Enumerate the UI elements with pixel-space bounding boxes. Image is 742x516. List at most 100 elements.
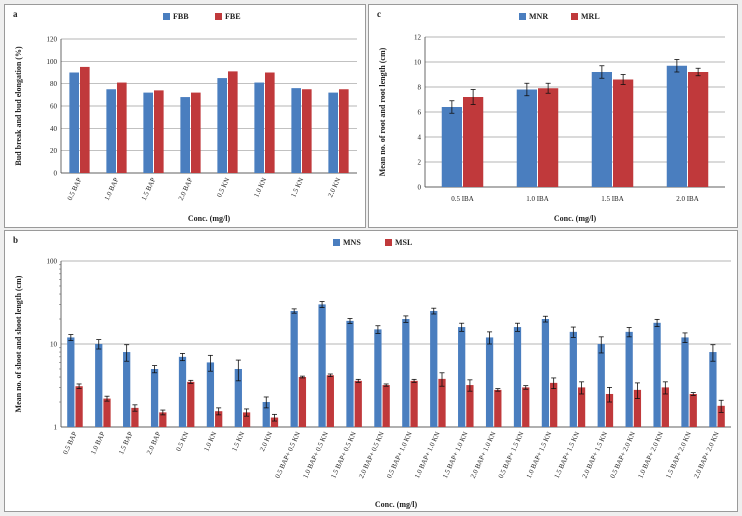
bar-msl <box>159 412 167 427</box>
x-axis-label: Conc. (mg/l) <box>375 500 418 509</box>
bar-msl <box>75 386 83 427</box>
x-tick-label: 1.0 IBA <box>526 195 549 203</box>
bar-mns <box>95 344 103 427</box>
y-tick-label: 10 <box>50 341 58 349</box>
panel-a: a 0 20 40 60 80 100 120 0.5 BAP 1.0 BAP 1.5 BAP 2.0… <box>4 4 366 228</box>
bar-msl <box>270 417 279 427</box>
bar-fbe <box>339 89 349 173</box>
x-tick-label: 1.0 KN <box>252 176 268 198</box>
x-tick-label: 2.0 BAP <box>145 430 162 455</box>
y-tick-label: 10 <box>414 59 422 67</box>
legend-swatch-fbe <box>215 13 222 20</box>
bar-mns <box>681 337 689 427</box>
x-tick-label: 0.5 BAP+ 1.0 KN <box>385 430 414 479</box>
bar-mns <box>234 368 242 427</box>
bar-msl <box>410 380 418 427</box>
chart-a-svg: a 0 20 40 60 80 100 120 0.5 BAP 1.0 BAP 1.5 BAP 2.0… <box>13 9 357 223</box>
bar-msl <box>242 412 251 427</box>
y-tick-label: 80 <box>50 80 58 88</box>
bar-msl <box>382 385 390 427</box>
bar-mns <box>513 327 522 427</box>
bar-mns <box>653 322 661 427</box>
y-tick-label: 100 <box>47 58 58 66</box>
bar-msl <box>187 381 195 427</box>
x-tick-label: 1.5 BAP+ 1.0 KN <box>441 430 470 479</box>
x-tick-label: 1.0 BAP <box>89 430 106 455</box>
y-tick-label: 0 <box>54 170 58 178</box>
y-tick-label: 100 <box>47 258 58 266</box>
bar-mns <box>458 327 466 427</box>
bar-mnr <box>516 89 537 187</box>
bar-mns <box>485 337 494 427</box>
legend-label-mrl: MRL <box>581 12 600 21</box>
y-tick-label: 0 <box>418 184 422 192</box>
panel-label-b: b <box>13 235 18 245</box>
panel-label-c: c <box>377 9 381 19</box>
bar-fbb <box>69 72 79 173</box>
x-tick-label: 1.0 BAP+ 2.0 KN <box>636 430 665 479</box>
bar-fbe <box>154 90 164 173</box>
x-tick-label: 1.5 BAP <box>140 176 157 201</box>
bar-mns <box>150 368 159 427</box>
bar-msl <box>605 393 614 427</box>
chart-b-svg: b 1 10 100 0.5 BAP 1.0 BAP 1.5 BAP 2.0 BAP 0.5 K… <box>13 235 731 509</box>
bar-mnr <box>441 107 462 187</box>
y-tick-label: 20 <box>50 147 58 155</box>
panel-b: b 1 10 100 0.5 BAP 1.0 BAP 1.5 BAP 2.0 BAP 0.5 K… <box>4 230 738 512</box>
bar-fbb <box>328 92 338 173</box>
x-tick-label: 2.0 BAP <box>177 176 194 201</box>
x-tick-label: 0.5 IBA <box>451 195 474 203</box>
bar-msl <box>550 382 558 427</box>
bar-msl <box>131 407 139 427</box>
x-tick-label: 0.5 BAP <box>66 176 83 201</box>
x-axis-label: Conc. (mg/l) <box>554 214 597 223</box>
legend-swatch-mrl <box>571 13 578 20</box>
x-tick-label: 0.5 KN <box>215 176 231 198</box>
x-tick-label: 2.0 KN <box>326 176 342 198</box>
bar-mns <box>178 356 187 427</box>
legend-swatch-msl <box>385 239 392 246</box>
bar-mrl <box>463 97 484 187</box>
bar-mnr <box>591 72 612 187</box>
bar-msl <box>215 411 223 427</box>
x-axis-label: Conc. (mg/l) <box>188 214 231 223</box>
y-axis-label: Bud break and bud elongation (%) <box>14 46 23 166</box>
bar-mns <box>262 402 270 427</box>
bar-mns <box>290 310 298 427</box>
bar-fbb <box>143 92 153 173</box>
bar-fbe <box>265 72 275 173</box>
x-tick-label: 2.0 BAP+ 2.0 KN <box>692 430 721 479</box>
x-tick-label: 1.0 BAP+ 1.5 KN <box>525 430 554 479</box>
bar-mnr <box>666 65 687 187</box>
bar-mns <box>67 337 75 427</box>
bar-msl <box>103 398 111 427</box>
bar-mrl <box>613 79 634 187</box>
legend-label-msl: MSL <box>395 238 412 247</box>
bar-fbe <box>117 82 127 173</box>
bar-mrl <box>538 88 559 187</box>
bar-msl <box>494 389 502 427</box>
legend-label-mns: MNS <box>343 238 361 247</box>
bar-mns <box>346 320 354 427</box>
bar-mrl <box>688 72 709 187</box>
bar-msl <box>354 380 362 427</box>
x-tick-label: 1.0 BAP <box>103 176 120 201</box>
y-tick-label: 4 <box>418 134 422 142</box>
bar-mns <box>206 362 215 427</box>
legend-label-mnr: MNR <box>529 12 548 21</box>
x-tick-label: 1.5 KN <box>230 430 246 452</box>
y-tick-label: 120 <box>47 36 58 44</box>
x-tick-label: 1.5 BAP+ 2.0 KN <box>664 430 693 479</box>
x-tick-label: 2.0 BAP+ 1.5 KN <box>581 430 610 479</box>
bar-fbe <box>80 66 90 173</box>
bar-mns <box>318 304 326 427</box>
y-tick-label: 1 <box>54 424 58 432</box>
bar-msl <box>661 387 669 427</box>
bar-fbb <box>106 89 116 173</box>
bar-fbb <box>180 97 190 173</box>
legend-label-fbb: FBB <box>173 12 189 21</box>
bar-mns <box>625 331 633 427</box>
x-tick-label: 2.0 KN <box>258 430 274 452</box>
x-tick-label: 2.0 BAP+ 1.0 KN <box>469 430 498 479</box>
